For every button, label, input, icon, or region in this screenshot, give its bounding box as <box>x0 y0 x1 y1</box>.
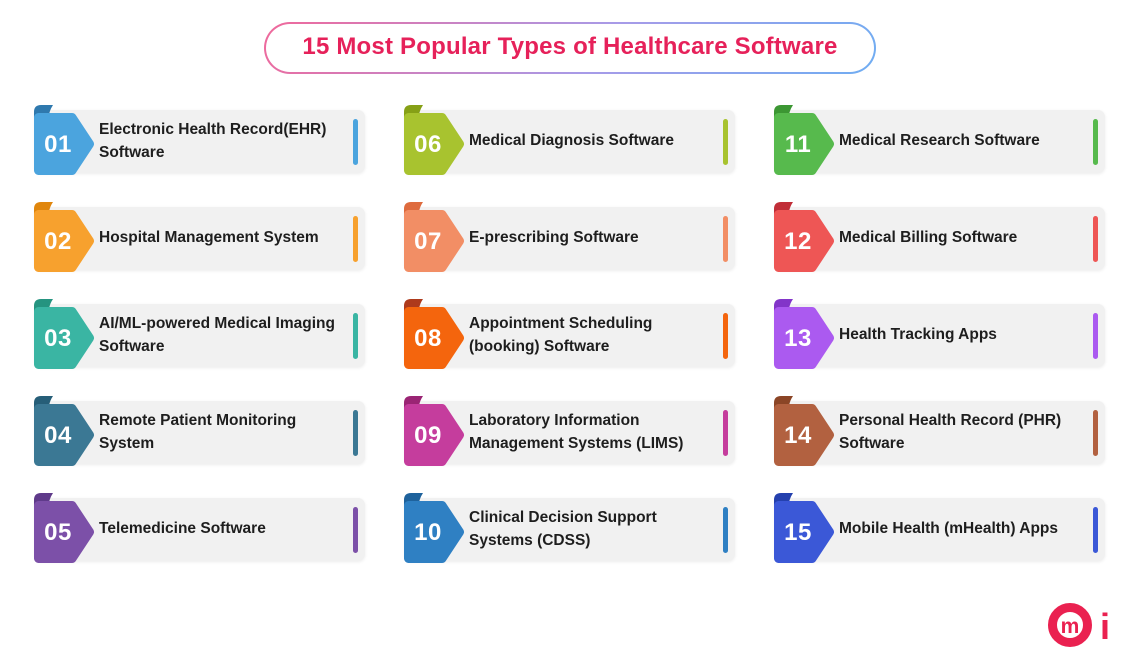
item-number: 14 <box>784 422 812 449</box>
item-number-badge: 08 <box>404 299 464 369</box>
list-item: Medical Billing Software 12 <box>774 202 1105 272</box>
item-number: 10 <box>414 519 442 546</box>
item-number: 09 <box>414 422 442 449</box>
ribbon-arrow <box>774 307 834 369</box>
item-label: Health Tracking Apps <box>839 326 997 344</box>
ribbon-arrow <box>404 307 464 369</box>
item-label: Telemedicine Software <box>99 520 266 538</box>
ribbon-arrow <box>404 501 464 563</box>
item-label: Medical Billing Software <box>839 229 1018 247</box>
ribbon-arrow <box>34 404 94 466</box>
item-accent-bar <box>723 312 728 359</box>
list-item: E-prescribing Software 07 <box>404 202 735 272</box>
item-number: 03 <box>44 325 72 352</box>
item-number-badge: 07 <box>404 202 464 272</box>
item-label: E-prescribing Software <box>469 229 639 247</box>
ribbon-arrow <box>774 113 834 175</box>
list-item: Personal Health Record (PHR) Software 14 <box>774 396 1105 466</box>
item-number: 05 <box>44 519 72 546</box>
ribbon-arrow <box>404 404 464 466</box>
item-number: 06 <box>414 131 442 158</box>
ribbon-arrow <box>404 210 464 272</box>
list-item: Laboratory Information Management System… <box>404 396 735 466</box>
list-item: AI/ML-powered Medical Imaging Software 0… <box>34 299 365 369</box>
item-accent-bar <box>1093 409 1098 456</box>
item-number: 08 <box>414 325 442 352</box>
item-accent-bar <box>353 118 358 165</box>
item-accent-bar <box>723 215 728 262</box>
item-number-badge: 02 <box>34 202 94 272</box>
ribbon-arrow <box>774 210 834 272</box>
item-number-badge: 13 <box>774 299 834 369</box>
item-accent-bar <box>1093 118 1098 165</box>
ribbon-arrow <box>34 113 94 175</box>
list-item: Health Tracking Apps 13 <box>774 299 1105 369</box>
item-number-badge: 11 <box>774 105 834 175</box>
item-label: Medical Research Software <box>839 132 1040 150</box>
item-number: 11 <box>785 131 811 158</box>
item-label: AI/ML-powered Medical Imaging Software <box>99 315 335 355</box>
item-number: 02 <box>44 228 72 255</box>
list-item: Mobile Health (mHealth) Apps 15 <box>774 493 1105 563</box>
item-number-badge: 12 <box>774 202 834 272</box>
item-accent-bar <box>1093 312 1098 359</box>
title-row: 15 Most Popular Types of Healthcare Soft… <box>0 22 1140 74</box>
list-item: Hospital Management System 02 <box>34 202 365 272</box>
item-accent-bar <box>723 118 728 165</box>
item-number-badge: 06 <box>404 105 464 175</box>
ribbon-arrow <box>34 210 94 272</box>
item-number-badge: 03 <box>34 299 94 369</box>
item-accent-bar <box>1093 215 1098 262</box>
item-number-badge: 05 <box>34 493 94 563</box>
list-item: Remote Patient Monitoring System 04 <box>34 396 365 466</box>
list-item: Electronic Health Record(EHR) Software 0… <box>34 105 365 175</box>
item-accent-bar <box>353 312 358 359</box>
logo-letter-m: m <box>1061 615 1080 638</box>
item-label: Medical Diagnosis Software <box>469 132 674 150</box>
item-number: 04 <box>44 422 72 449</box>
item-number: 15 <box>784 519 812 546</box>
title-pill-border: 15 Most Popular Types of Healthcare Soft… <box>264 22 876 74</box>
item-number-badge: 09 <box>404 396 464 466</box>
list-item: Medical Research Software 11 <box>774 105 1105 175</box>
item-label: Laboratory Information Management System… <box>469 412 684 452</box>
list-item: Appointment Scheduling (booking) Softwar… <box>404 299 735 369</box>
ribbon-arrow <box>404 113 464 175</box>
item-accent-bar <box>1093 506 1098 553</box>
title-pill: 15 Most Popular Types of Healthcare Soft… <box>266 24 874 72</box>
list-item: Clinical Decision Support Systems (CDSS)… <box>404 493 735 563</box>
item-label: Remote Patient Monitoring System <box>99 412 297 452</box>
item-number: 13 <box>784 325 812 352</box>
item-accent-bar <box>723 506 728 553</box>
brand-logo: m i <box>1048 603 1110 647</box>
item-number-badge: 01 <box>34 105 94 175</box>
item-label: Clinical Decision Support Systems (CDSS) <box>469 509 657 549</box>
item-label: Electronic Health Record(EHR) Software <box>99 121 327 161</box>
item-number-badge: 10 <box>404 493 464 563</box>
item-number-badge: 14 <box>774 396 834 466</box>
list-item: Medical Diagnosis Software 06 <box>404 105 735 175</box>
item-accent-bar <box>353 506 358 553</box>
ribbon-arrow <box>34 307 94 369</box>
item-number-badge: 04 <box>34 396 94 466</box>
item-number: 01 <box>44 131 72 158</box>
items-grid: Electronic Health Record(EHR) Software 0… <box>34 105 1140 563</box>
ribbon-arrow <box>774 501 834 563</box>
item-number-badge: 15 <box>774 493 834 563</box>
item-label: Hospital Management System <box>99 229 319 247</box>
logo-letter-i: i <box>1100 606 1110 647</box>
item-accent-bar <box>353 215 358 262</box>
item-label: Personal Health Record (PHR) Software <box>839 412 1062 452</box>
item-number: 12 <box>784 228 812 255</box>
item-accent-bar <box>723 409 728 456</box>
ribbon-arrow <box>774 404 834 466</box>
ribbon-arrow <box>34 501 94 563</box>
page-title: 15 Most Popular Types of Healthcare Soft… <box>302 33 838 60</box>
item-number: 07 <box>414 228 442 255</box>
item-label: Mobile Health (mHealth) Apps <box>839 520 1059 538</box>
item-accent-bar <box>353 409 358 456</box>
item-label: Appointment Scheduling (booking) Softwar… <box>469 315 653 355</box>
list-item: Telemedicine Software 05 <box>34 493 365 563</box>
